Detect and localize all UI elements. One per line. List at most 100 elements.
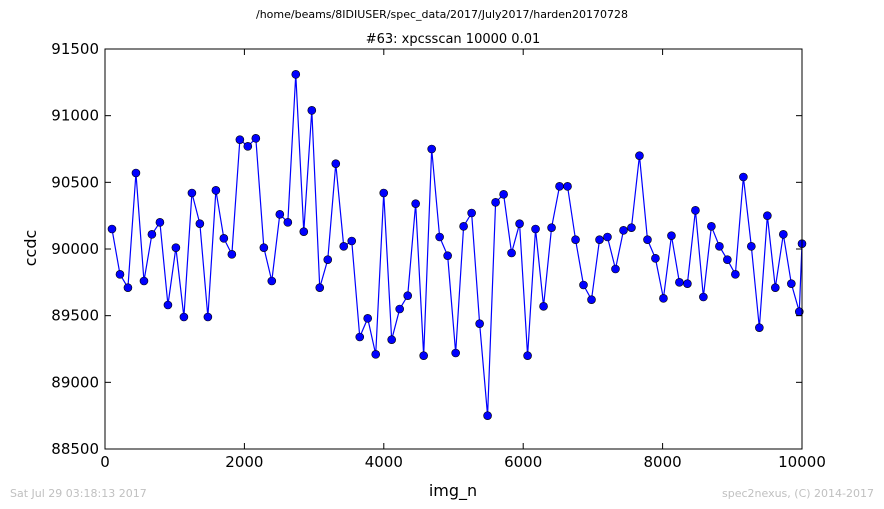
data-point <box>467 208 476 218</box>
data-point <box>563 182 572 191</box>
data-point <box>163 300 173 310</box>
data-point <box>211 186 221 195</box>
chart-title: #63: xpcsscan 10000 0.01 <box>366 32 541 47</box>
data-point <box>723 255 732 264</box>
data-point <box>283 218 293 227</box>
figure-suptitle: /home/beams/8IDIUSER/spec_data/2017/July… <box>256 8 628 21</box>
y-tick-label: 90000 <box>51 240 99 258</box>
data-point <box>555 182 564 191</box>
data-point <box>227 250 237 259</box>
ticks-layer: 0 2000 4000 6000 8000 10000 88500 89000 89500 900… <box>51 40 826 471</box>
series-line <box>111 74 803 416</box>
y-tick-label: 88500 <box>51 440 99 458</box>
data-point <box>403 291 413 300</box>
data-point <box>235 135 245 144</box>
y-tick-label: 89500 <box>51 307 99 325</box>
data-point <box>387 335 396 344</box>
data-point <box>787 279 796 288</box>
data-point <box>395 304 404 314</box>
data-point <box>179 312 189 322</box>
data-point <box>299 227 309 236</box>
data-point <box>491 198 500 207</box>
data-point <box>779 230 788 239</box>
y-tick-label: 91500 <box>51 40 99 58</box>
data-point <box>291 70 301 79</box>
data-point <box>507 248 516 258</box>
data-point <box>651 254 660 263</box>
data-point <box>147 230 157 239</box>
data-point <box>195 219 205 228</box>
data-point <box>171 243 181 252</box>
data-point <box>595 235 604 244</box>
data-point <box>699 292 708 302</box>
x-tick-label: 2000 <box>225 453 263 471</box>
data-point <box>115 270 125 279</box>
data-point <box>363 314 372 323</box>
data-point <box>731 270 740 279</box>
data-point <box>635 151 644 160</box>
data-point <box>691 206 700 215</box>
data-point <box>683 279 692 288</box>
data-point <box>379 188 389 198</box>
data-point <box>107 224 117 234</box>
data-point <box>755 323 764 332</box>
data-point <box>771 283 780 292</box>
footer-timestamp: Sat Jul 29 03:18:13 2017 <box>10 487 147 500</box>
x-tick-label: 8000 <box>644 453 682 471</box>
data-point <box>347 236 357 246</box>
data-point <box>611 264 620 274</box>
data-point <box>339 242 349 251</box>
x-tick-label: 0 <box>100 453 110 471</box>
data-point <box>435 232 444 242</box>
data-point <box>739 172 748 182</box>
data-point <box>275 210 285 219</box>
data-point <box>515 219 524 228</box>
data-point <box>355 332 365 342</box>
data-point <box>219 234 229 243</box>
data-point <box>139 276 149 286</box>
y-axis-label: ccdc <box>21 230 40 267</box>
data-point <box>659 294 668 303</box>
data-point <box>571 235 580 244</box>
x-tick-label: 6000 <box>504 453 542 471</box>
x-axis-label: img_n <box>429 481 477 501</box>
data-point <box>627 223 636 232</box>
data-point <box>523 351 532 360</box>
data-point <box>579 280 588 290</box>
data-point <box>707 222 716 231</box>
data-point <box>619 226 628 235</box>
x-tick-label: 10000 <box>778 453 826 471</box>
data-point <box>187 188 197 198</box>
data-point <box>499 190 508 199</box>
data-point <box>427 144 436 154</box>
data-point <box>371 350 381 359</box>
data-point <box>531 224 540 234</box>
data-point <box>603 232 612 242</box>
data-point <box>763 211 772 220</box>
data-point <box>123 283 133 292</box>
data-point <box>131 168 141 178</box>
data-point <box>547 223 556 232</box>
data-point <box>267 276 277 286</box>
footer-credit: spec2nexus, (C) 2014-2017 <box>722 487 874 500</box>
data-point <box>243 142 253 151</box>
data-point <box>459 222 468 231</box>
data-point <box>331 159 341 168</box>
data-point <box>307 106 317 115</box>
data-point <box>667 231 676 240</box>
data-point <box>747 242 756 251</box>
series-layer <box>107 70 807 420</box>
y-tick-label: 91000 <box>51 107 99 125</box>
data-point <box>443 251 452 260</box>
data-point <box>451 348 460 358</box>
data-point <box>203 312 213 322</box>
data-point <box>155 218 165 227</box>
data-point <box>715 242 724 251</box>
data-point <box>251 134 261 143</box>
data-point <box>643 235 652 244</box>
x-tick-label: 4000 <box>365 453 403 471</box>
data-point <box>411 199 420 208</box>
y-tick-label: 89000 <box>51 373 99 391</box>
data-point <box>539 302 548 311</box>
